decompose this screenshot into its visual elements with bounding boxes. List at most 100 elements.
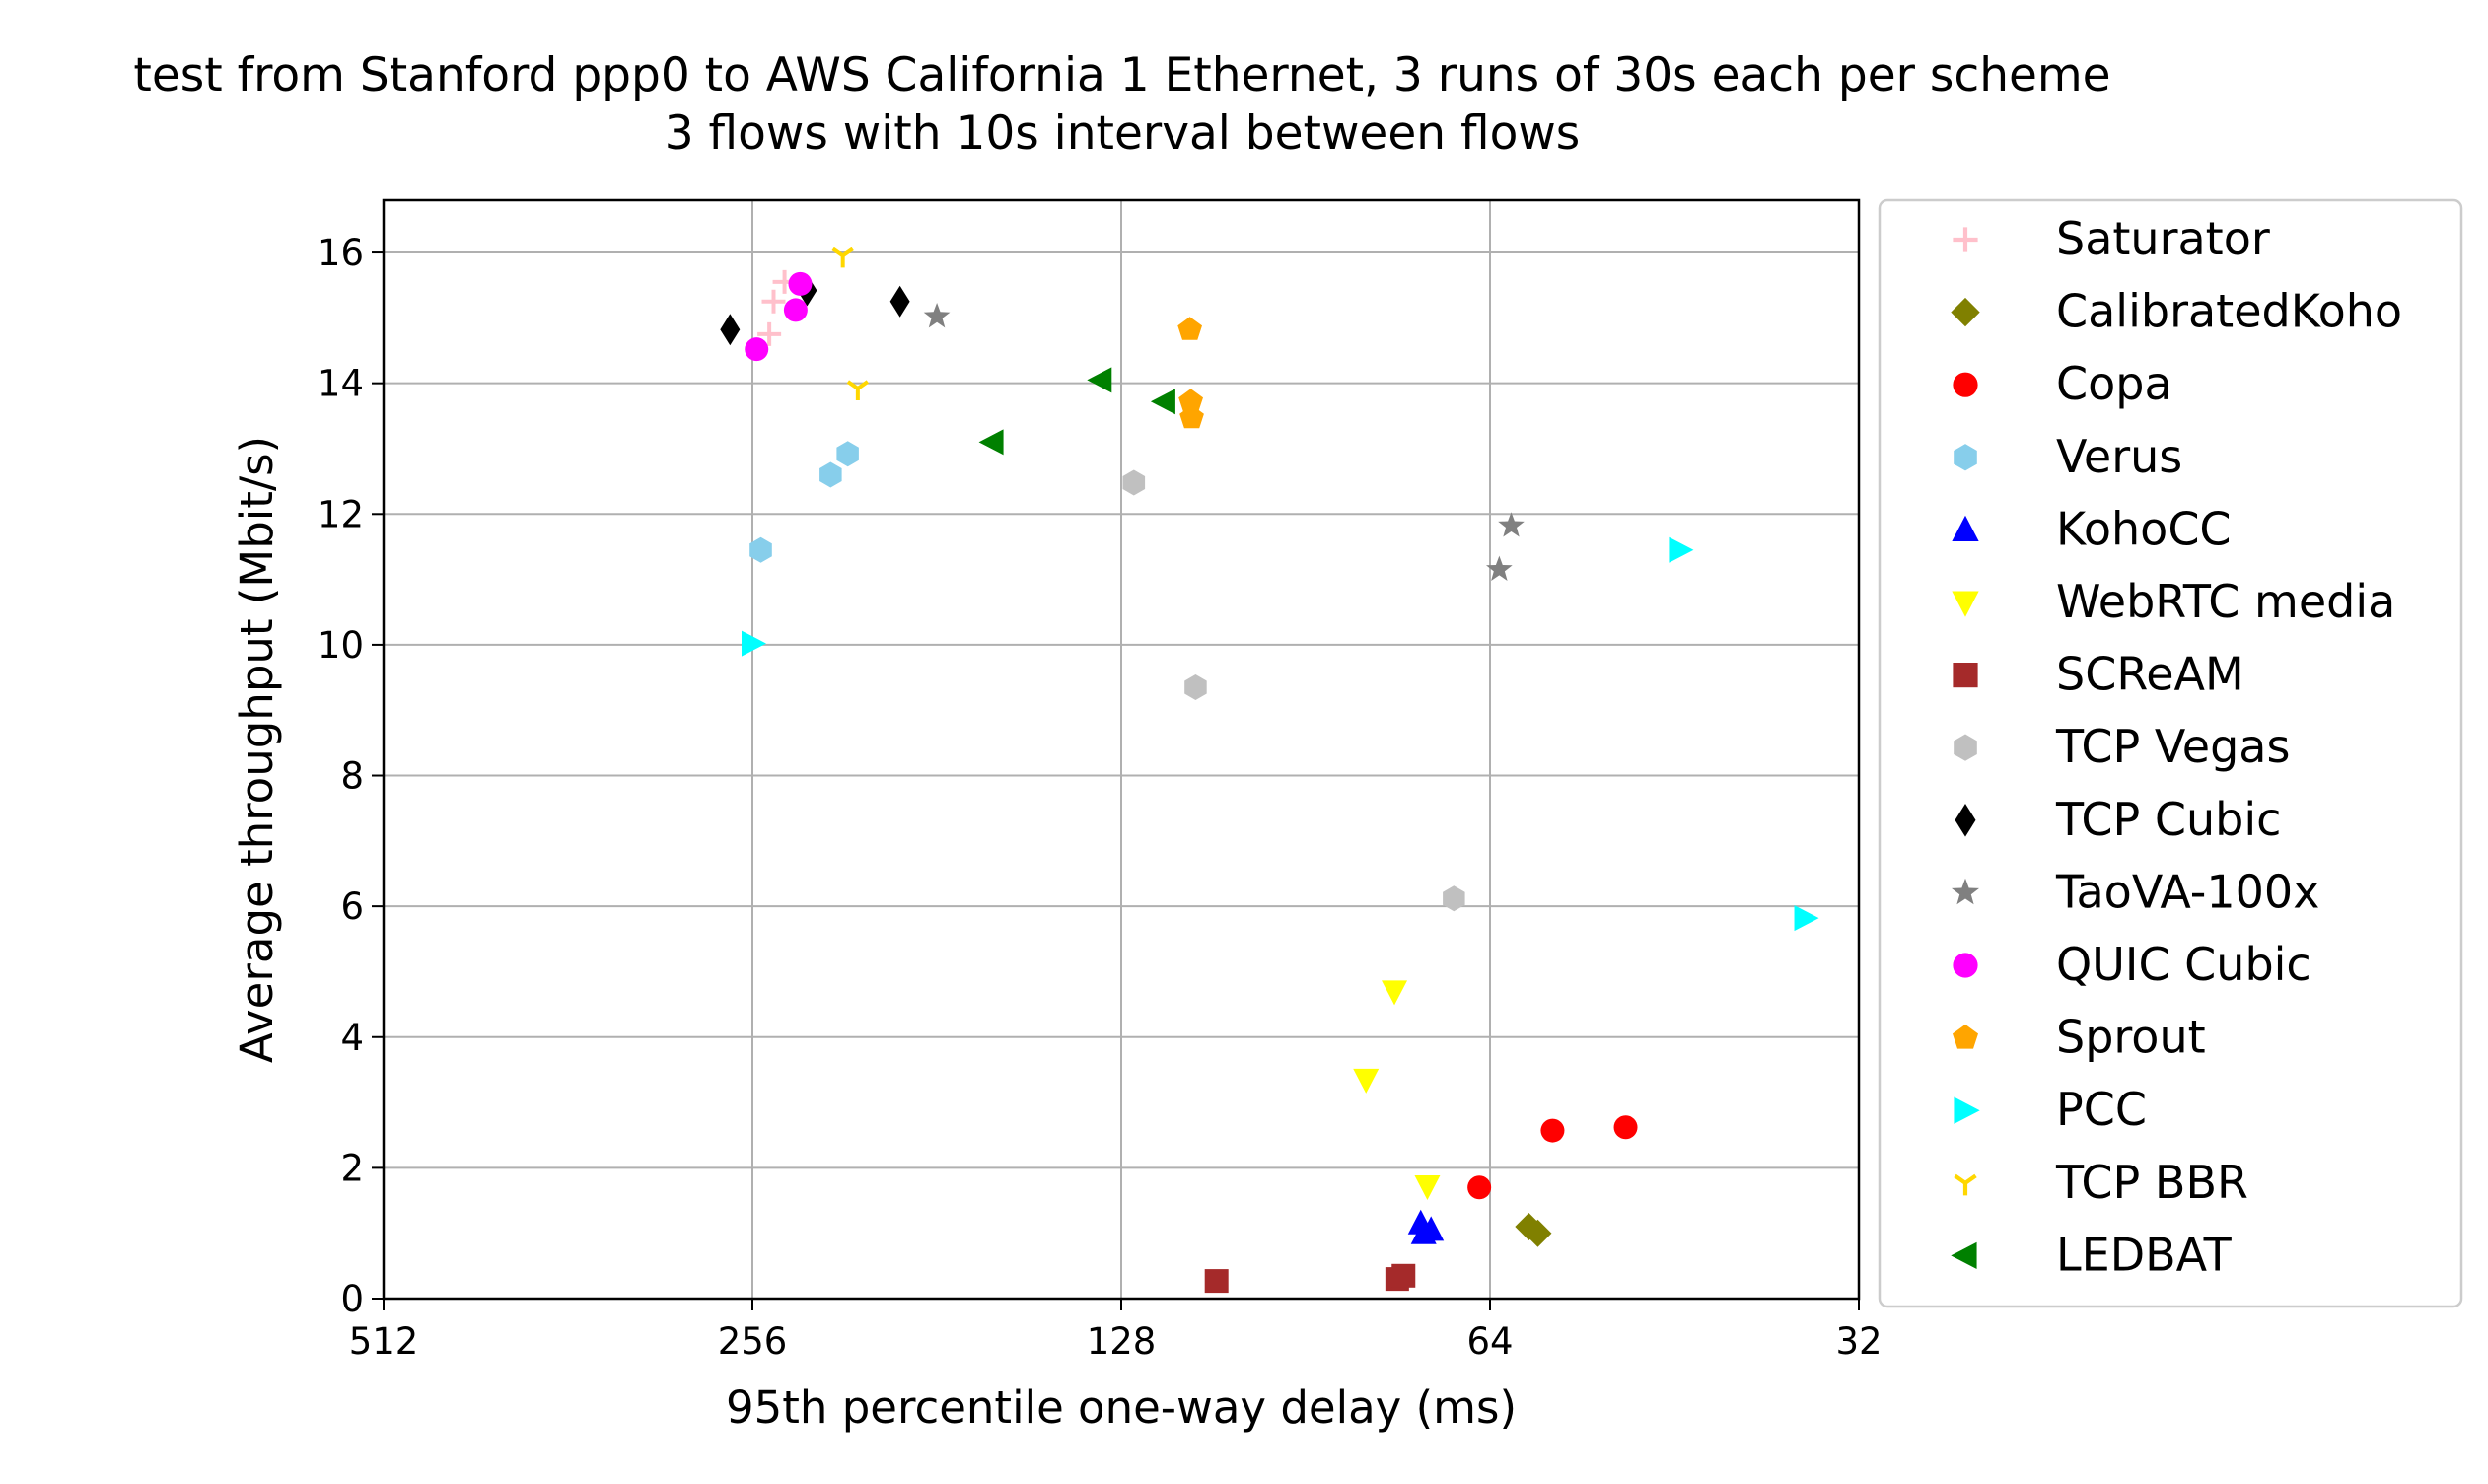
legend-marker-copa: [1953, 372, 1978, 397]
legend-label-tcp-vegas: TCP Vegas: [2055, 720, 2290, 773]
data-point-quic-cubic: [783, 298, 808, 322]
legend-box: [1878, 198, 2463, 1308]
series-copa: [1467, 1115, 1638, 1200]
legend: Saturator CalibratedKoho Copa Verus KohoCC We…: [1878, 198, 2463, 1308]
data-point-sprout: [1179, 404, 1204, 429]
legend-marker-kohocc: [1952, 515, 1979, 541]
legend-label-tcp-bbr: TCP BBR: [2055, 1156, 2248, 1209]
series-ledbat: [978, 367, 1175, 456]
legend-marker-calibratedkoho: [1951, 297, 1980, 327]
legend-entry-ledbat: LEDBAT: [1951, 1228, 2233, 1281]
legend-label-quic-cubic: QUIC Cubic: [2056, 938, 2311, 991]
data-point-taova-100x: [1486, 555, 1513, 581]
legend-marker-tcp-cubic: [1955, 804, 1976, 837]
series-webrtc-media: [1353, 980, 1441, 1200]
data-series: [720, 247, 1819, 1294]
series-verus: [749, 441, 859, 563]
legend-label-tcp-cubic: TCP Cubic: [2055, 793, 2281, 846]
y-tick-label: 14: [318, 363, 364, 405]
x-tick-label: 128: [1087, 1320, 1157, 1363]
x-axis-label: 95th percentile one-way delay (ms): [726, 1381, 1517, 1434]
series-quic-cubic: [745, 271, 813, 362]
y-tick-label: 4: [340, 1017, 364, 1059]
data-point-sprout: [1178, 389, 1203, 412]
x-tick-label: 512: [349, 1320, 419, 1363]
legend-label-copa: Copa: [2056, 357, 2172, 410]
y-tick-label: 6: [340, 885, 364, 928]
legend-entry-sprout: Sprout: [1953, 1011, 2206, 1064]
legend-marker-sprout: [1953, 1024, 1978, 1049]
legend-label-pcc: PCC: [2056, 1083, 2147, 1136]
data-point-tcp-bbr: [831, 247, 854, 268]
data-point-tcp-cubic: [889, 285, 910, 318]
legend-label-sprout: Sprout: [2056, 1011, 2206, 1064]
legend-entry-tcp-vegas: TCP Vegas: [1954, 720, 2290, 773]
data-point-calibratedkoho: [1524, 1219, 1552, 1247]
data-point-webrtc-media: [1414, 1174, 1441, 1200]
series-kohocc: [1407, 1209, 1445, 1244]
y-tick-label: 0: [340, 1278, 364, 1320]
legend-label-scream: SCReAM: [2056, 648, 2244, 701]
legend-label-taova-100x: TaoVA-100x: [2055, 865, 2319, 918]
legend-marker-taova-100x: [1952, 878, 1979, 905]
y-tick-label: 12: [318, 493, 364, 535]
data-point-ledbat: [1087, 367, 1112, 393]
data-point-tcp-bbr: [846, 380, 870, 400]
chart-subtitle: 3 flows with 10s interval between flows: [665, 106, 1581, 161]
data-point-tcp-cubic: [720, 314, 741, 346]
legend-marker-pcc: [1954, 1096, 1980, 1124]
legend-entry-saturator: Saturator: [1953, 212, 2270, 265]
data-point-verus: [749, 536, 772, 563]
data-point-saturator: [757, 321, 782, 346]
series-calibratedkoho: [1515, 1213, 1552, 1247]
data-point-taova-100x: [1498, 512, 1525, 537]
x-tick-label: 64: [1466, 1320, 1513, 1363]
y-tick-label: 16: [318, 232, 364, 274]
data-point-tcp-vegas: [1122, 469, 1146, 496]
legend-entry-tcp-cubic: TCP Cubic: [1955, 793, 2281, 846]
data-point-tcp-vegas: [1184, 674, 1207, 700]
data-point-ledbat: [1150, 389, 1175, 415]
legend-marker-ledbat: [1951, 1241, 1977, 1270]
legend-entry-pcc: PCC: [1954, 1083, 2147, 1136]
legend-label-kohocc: KohoCC: [2056, 502, 2232, 555]
y-tick-label: 10: [318, 624, 364, 667]
y-axis-label: Average throughput (Mbit/s): [231, 436, 283, 1063]
legend-marker-saturator: [1953, 227, 1978, 252]
legend-entry-calibratedkoho: CalibratedKoho: [1951, 285, 2402, 338]
legend-entry-verus: Verus: [1954, 430, 2182, 483]
data-point-verus: [836, 441, 859, 467]
series-tcp-vegas: [1122, 469, 1465, 912]
legend-marker-verus: [1954, 444, 1977, 471]
x-tick-label: 32: [1835, 1320, 1882, 1363]
series-sprout: [1177, 317, 1204, 429]
legend-label-calibratedkoho: CalibratedKoho: [2056, 285, 2402, 338]
data-point-quic-cubic: [788, 271, 813, 296]
data-point-webrtc-media: [1353, 1068, 1380, 1094]
data-point-quic-cubic: [745, 337, 769, 362]
data-point-copa: [1613, 1115, 1638, 1140]
legend-entry-tcp-bbr: TCP BBR: [1954, 1156, 2248, 1209]
legend-marker-tcp-vegas: [1954, 734, 1977, 761]
data-point-pcc: [1669, 536, 1694, 563]
legend-entry-quic-cubic: QUIC Cubic: [1953, 938, 2311, 991]
data-point-verus: [819, 461, 842, 488]
data-point-pcc: [742, 630, 766, 657]
data-point-webrtc-media: [1382, 980, 1408, 1006]
y-tick-label: 8: [340, 755, 364, 798]
legend-label-ledbat: LEDBAT: [2056, 1228, 2233, 1281]
series-taova-100x: [923, 303, 1525, 581]
legend-marker-scream: [1953, 663, 1978, 688]
data-point-ledbat: [978, 429, 1004, 456]
y-tick-label: 2: [340, 1147, 364, 1189]
legend-marker-webrtc-media: [1952, 591, 1979, 617]
legend-marker-quic-cubic: [1953, 953, 1978, 978]
data-point-scream: [1204, 1269, 1229, 1294]
data-point-tcp-vegas: [1443, 885, 1465, 912]
data-point-pcc: [1794, 905, 1819, 932]
legend-entry-taova-100x: TaoVA-100x: [1952, 865, 2319, 918]
legend-label-verus: Verus: [2056, 430, 2182, 483]
data-point-copa: [1467, 1175, 1492, 1200]
data-point-saturator: [761, 289, 786, 314]
legend-marker-tcp-bbr: [1954, 1173, 1977, 1196]
